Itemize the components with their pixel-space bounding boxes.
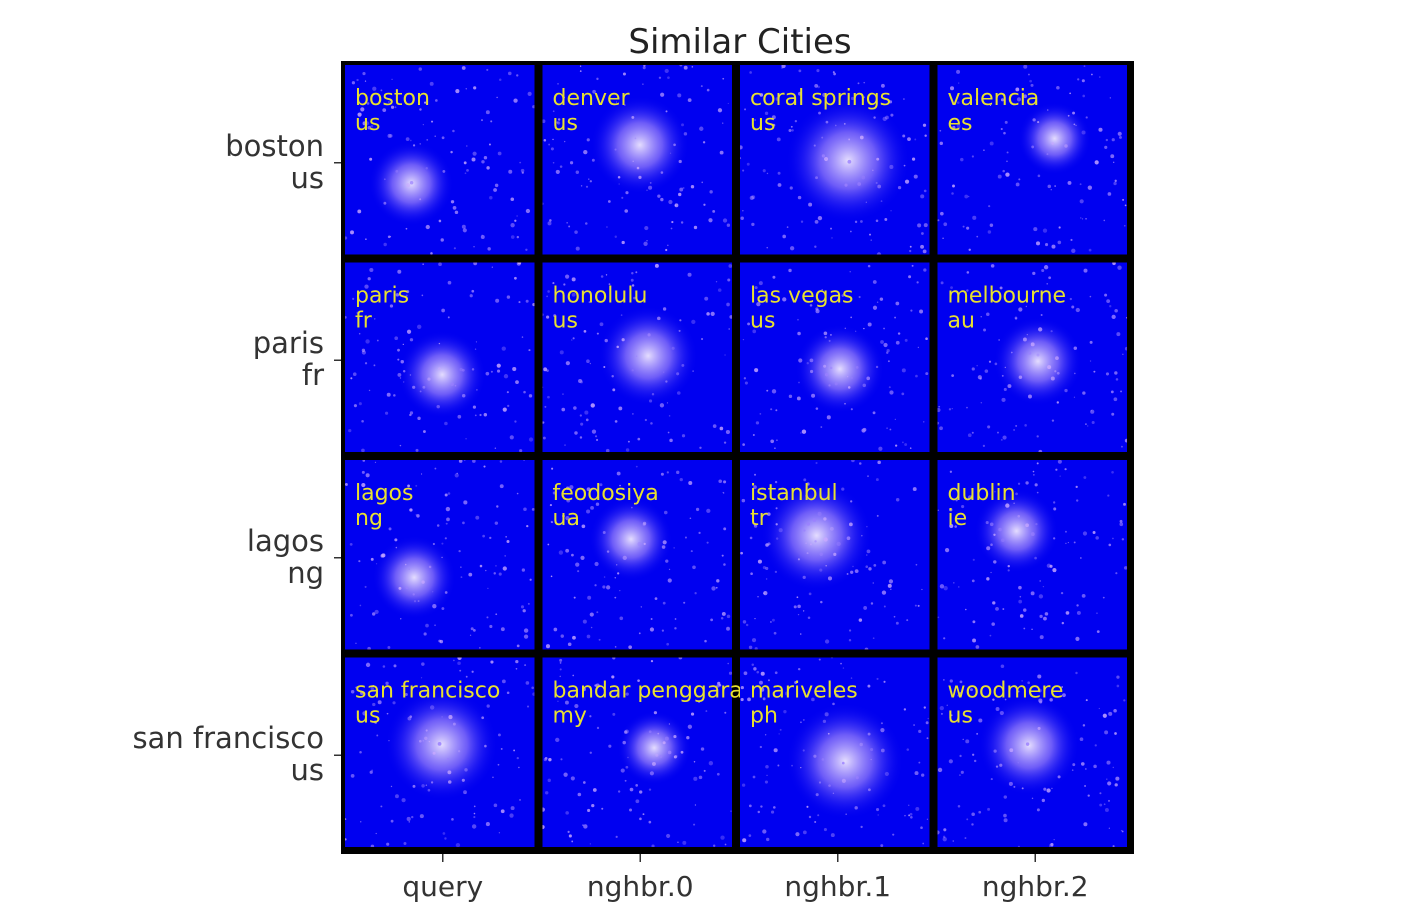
tile-country-label: au (948, 309, 975, 334)
tile-city-label: mariveles (750, 679, 858, 704)
tile-city-label: coral springs (750, 86, 891, 111)
tile-city-label: melbourne (948, 284, 1067, 309)
tile-country-label: es (948, 111, 973, 136)
tile-city-label: feodosiya (553, 481, 659, 506)
row-label: lagos ng (247, 525, 324, 589)
tile-country-label: fr (355, 309, 373, 334)
row-label: san francisco us (132, 722, 324, 786)
column-label: nghbr.0 (540, 870, 740, 903)
tile-country-label: us (553, 111, 578, 136)
tile-country-label: us (948, 704, 973, 729)
tile-city-label: dublin (948, 481, 1016, 506)
tile-city-label: boston (355, 86, 430, 111)
tile-city-label: paris (355, 284, 409, 309)
tile-country-label: ie (948, 506, 968, 531)
row-label: paris fr (253, 327, 324, 391)
tile-city-label: woodmere (948, 679, 1064, 704)
tile-country-label: ua (553, 506, 580, 531)
tile-city-label: istanbul (750, 481, 838, 506)
tile-country-label: us (553, 309, 578, 334)
tile-city-label: las vegas (750, 284, 854, 309)
tile-country-label: tr (750, 506, 769, 531)
tile-city-label: lagos (355, 481, 413, 506)
tile-country-label: my (553, 704, 587, 729)
column-label: nghbr.1 (738, 870, 938, 903)
tile-city-label: honolulu (553, 284, 648, 309)
column-label: nghbr.2 (935, 870, 1135, 903)
tile-country-label: us (750, 111, 775, 136)
tile-country-label: us (750, 309, 775, 334)
tile-city-label: valencia (948, 86, 1040, 111)
row-label: boston us (225, 130, 324, 194)
tile-city-label: denver (553, 86, 631, 111)
tile-country-label: us (355, 111, 380, 136)
tile-city-label: bandar penggaram (553, 679, 765, 704)
tile-country-label: ng (355, 506, 383, 531)
tile-city-label: san francisco (355, 679, 500, 704)
tile-country-label: ph (750, 704, 778, 729)
tile-country-label: us (355, 704, 380, 729)
column-label: query (343, 870, 543, 903)
